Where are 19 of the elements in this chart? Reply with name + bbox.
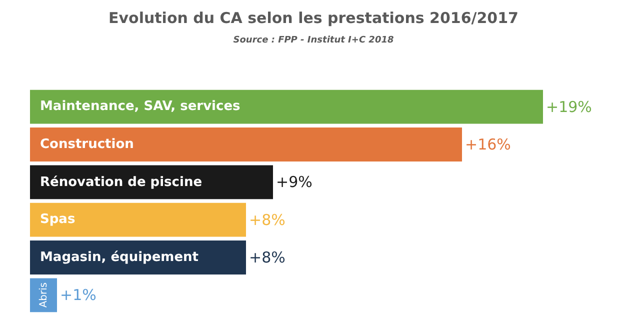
y-tick-label: Construction	[40, 137, 134, 152]
y-tick-label: Abris	[38, 282, 50, 308]
y-tick-label: Rénovation de piscine	[40, 175, 202, 190]
data-label: +8%	[249, 210, 286, 229]
data-label: +16%	[465, 136, 511, 154]
data-label: +19%	[546, 98, 592, 116]
data-label: +9%	[276, 173, 312, 192]
bar	[30, 90, 543, 124]
data-label: +1%	[60, 286, 96, 304]
y-tick-label: Spas	[40, 212, 76, 227]
y-tick-label: Maintenance, SAV, services	[40, 99, 241, 114]
bar	[30, 278, 57, 312]
bar	[30, 128, 462, 162]
bar	[30, 165, 273, 200]
chart-title: Evolution du CA selon les prestations 2016/2017	[108, 9, 519, 28]
chart-subtitle: Source : FPP - Institut I+C 2018	[233, 36, 394, 46]
data-label: +8%	[249, 248, 286, 266]
y-tick-label: Magasin, équipement	[40, 250, 198, 265]
bar	[30, 202, 246, 237]
